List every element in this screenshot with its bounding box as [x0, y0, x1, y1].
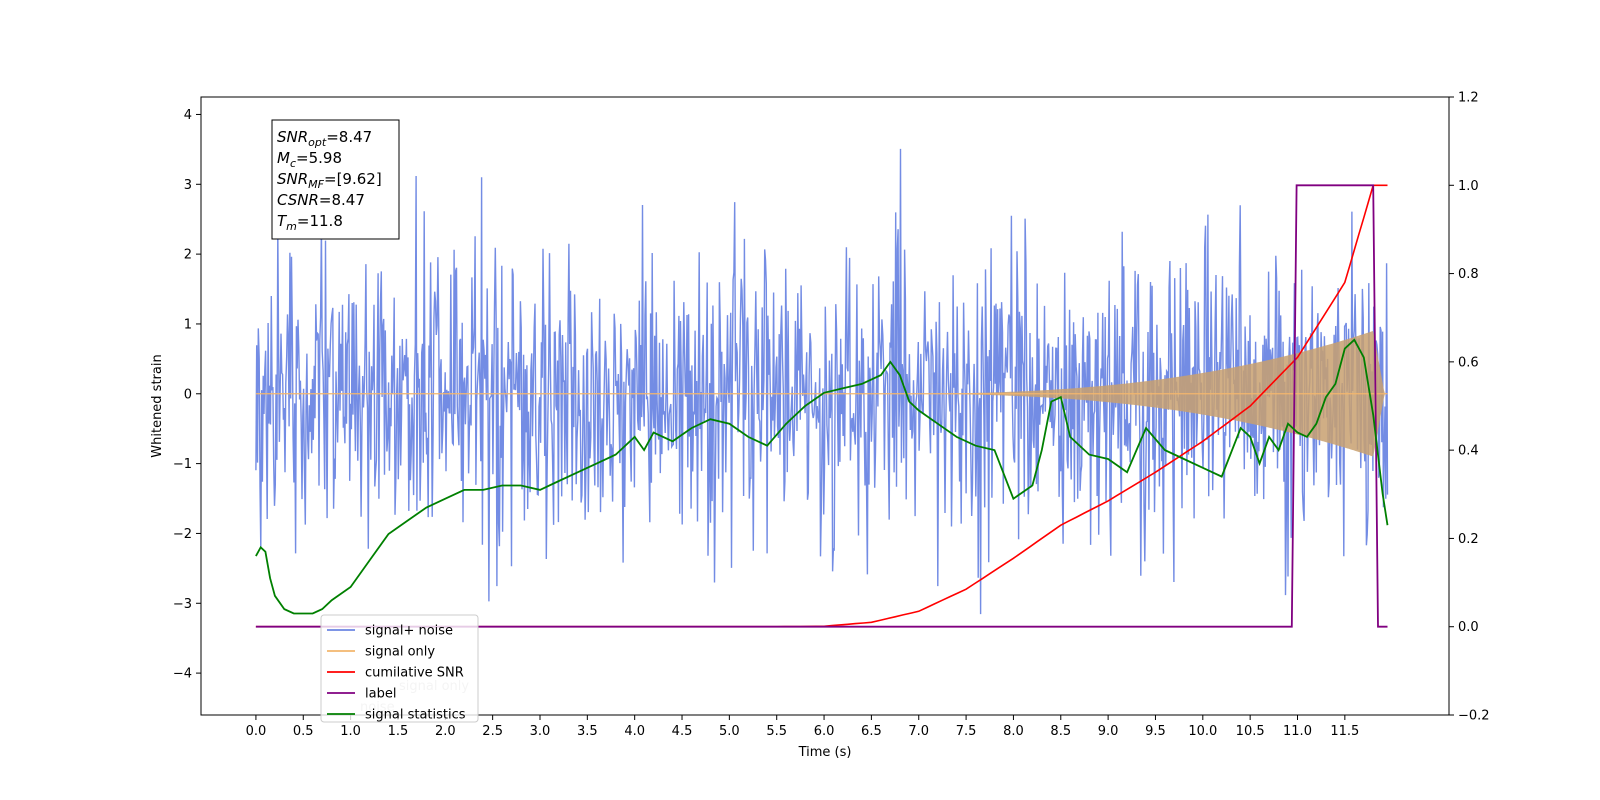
stats-annotation-box: SNRopt=8.47Mc=5.98SNRMF=[9.62]CSNR=8.47T…: [271, 119, 400, 240]
y2-tick-label: 0.0: [1458, 620, 1479, 635]
annotation-value: =11.8: [297, 212, 343, 230]
x-tick-label: 10.5: [1236, 724, 1265, 739]
x-tick-label: 2.0: [435, 724, 456, 739]
x-axis-label: Time (s): [798, 745, 852, 760]
x-tick-label: 5.5: [766, 724, 787, 739]
annotation-subscript: m: [286, 220, 297, 233]
x-tick-label: 3.0: [530, 724, 551, 739]
y2-tick-label: 0.2: [1458, 532, 1479, 547]
legend-label: signal+ noise: [365, 624, 453, 639]
plot-area: [255, 148, 1389, 628]
legend-frame: [320, 614, 479, 723]
y-tick-label: −3: [173, 597, 192, 612]
plot-frame: [200, 96, 1450, 716]
x-tick-label: 1.5: [388, 724, 409, 739]
noise-series-line: [255, 148, 1389, 615]
x-tick-label: 6.0: [814, 724, 835, 739]
annotation-value: =8.47: [319, 191, 365, 209]
annotation-value: =5.98: [296, 149, 342, 167]
y2-tick-label: −0.2: [1458, 709, 1490, 724]
y-tick-label: 2: [184, 248, 192, 263]
x-tick-label: 11.0: [1283, 724, 1312, 739]
y-tick-label: 0: [184, 387, 192, 402]
annotation-box-frame: [271, 119, 400, 240]
y-tick-label: 4: [184, 108, 192, 123]
y2-tick-label: 1.0: [1458, 179, 1479, 194]
y-tick-label: −2: [173, 527, 192, 542]
y2-tick-label: 0.6: [1458, 355, 1479, 370]
x-tick-label: 2.5: [482, 724, 503, 739]
x-tick-label: 4.0: [624, 724, 645, 739]
x-tick-label: 7.0: [908, 724, 929, 739]
x-tick-label: 8.5: [1050, 724, 1071, 739]
y-axis-right: 1.2 1.0 0.8 0.6 0.4 0.2 0.0 −0.2: [1449, 91, 1490, 724]
y-tick-label: 3: [184, 178, 192, 193]
x-tick-label: 9.0: [1098, 724, 1119, 739]
label-line: [255, 184, 1388, 628]
annotation-symbol: SNR: [277, 170, 308, 188]
x-tick-label: 5.0: [719, 724, 740, 739]
x-tick-label: 4.5: [672, 724, 693, 739]
annotation-symbol: T: [277, 212, 288, 230]
x-tick-label: 0.5: [293, 724, 314, 739]
y-tick-label: −4: [173, 667, 192, 682]
annotation-symbol: SNR: [277, 128, 308, 146]
legend-label: cumilative SNR: [365, 666, 464, 681]
x-tick-label: 9.5: [1145, 724, 1166, 739]
y2-tick-label: 0.4: [1458, 444, 1479, 459]
y2-tick-label: 0.8: [1458, 267, 1479, 282]
annotation-line: SNRMF=[9.62]: [277, 170, 382, 191]
x-axis: 0.0 0.5 1.0 1.5 2.0 2.5 3.0 3.5 4.0 4.5 5.0 5.5 6.0 6…: [246, 715, 1359, 739]
x-tick-label: 3.5: [577, 724, 598, 739]
annotation-symbol: CSNR: [277, 191, 319, 209]
annotation-subscript: opt: [308, 136, 327, 149]
cumulative-snr-line: [255, 184, 1388, 628]
y2-tick-label: 1.2: [1458, 91, 1479, 106]
legend-label: signal statistics: [365, 708, 466, 723]
y-tick-label: −1: [173, 457, 192, 472]
annotation-value: =[9.62]: [324, 170, 382, 188]
annotation-subscript: MF: [308, 178, 324, 191]
x-tick-label: 8.0: [1003, 724, 1024, 739]
x-tick-label: 6.5: [861, 724, 882, 739]
x-tick-label: 1.0: [340, 724, 361, 739]
legend-label: signal only: [365, 645, 435, 660]
y-axis-left: 4 3 2 1 0 −1 −2 −3 −4: [173, 108, 201, 682]
annotation-line: CSNR=8.47: [277, 191, 365, 209]
legend-label: label: [365, 687, 396, 702]
annotation-symbol: M: [277, 149, 290, 167]
x-tick-label: 10.0: [1188, 724, 1217, 739]
signal-statistics-line: [255, 338, 1389, 615]
y-tick-label: 1: [184, 317, 192, 332]
annotation-subscript: c: [290, 157, 296, 170]
y-axis-label: Whitened strain: [150, 354, 165, 457]
annotation-value: =8.47: [326, 128, 372, 146]
x-tick-label: 0.0: [246, 724, 267, 739]
annotation-line: Tm=11.8: [277, 212, 343, 233]
annotation-line: Mc=5.98: [277, 149, 342, 170]
annotation-line: SNRopt=8.47: [277, 128, 372, 149]
x-tick-label: 7.5: [956, 724, 977, 739]
x-tick-label: 11.5: [1330, 724, 1359, 739]
